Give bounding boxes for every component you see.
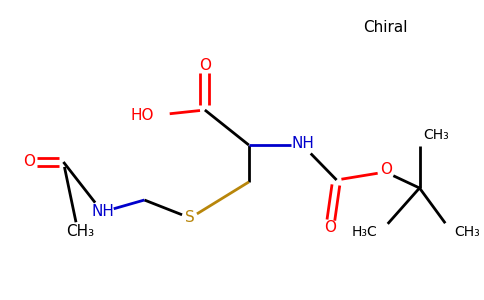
- Text: HO: HO: [131, 107, 154, 122]
- Text: O: O: [199, 58, 211, 73]
- Text: CH₃: CH₃: [454, 225, 481, 239]
- Text: S: S: [185, 211, 195, 226]
- Text: CH₃: CH₃: [424, 128, 449, 142]
- Text: O: O: [324, 220, 336, 236]
- Text: CH₃: CH₃: [66, 224, 94, 239]
- Text: NH: NH: [291, 136, 314, 151]
- Text: O: O: [23, 154, 35, 169]
- Text: Chiral: Chiral: [363, 20, 408, 35]
- Text: NH: NH: [91, 205, 114, 220]
- Text: O: O: [380, 163, 393, 178]
- Text: H₃C: H₃C: [352, 225, 378, 239]
